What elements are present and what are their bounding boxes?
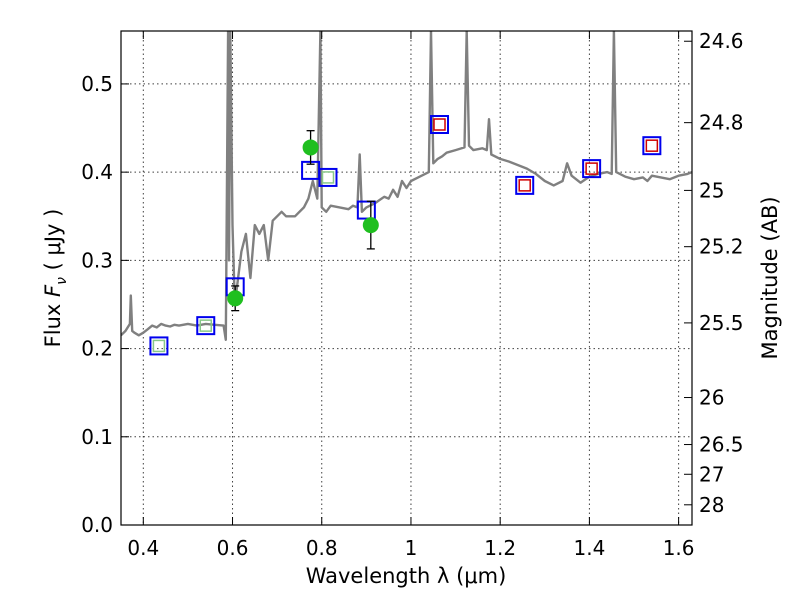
y2-tick-label: 26 bbox=[699, 386, 724, 410]
plot-frame bbox=[120, 30, 693, 526]
filter-marker-square bbox=[152, 339, 166, 353]
y-tick-label: 0.5 bbox=[81, 72, 113, 96]
model-photometry-square bbox=[430, 115, 450, 135]
x-tick-label: 1.6 bbox=[663, 536, 695, 560]
y-tick-label: 0.2 bbox=[81, 337, 113, 361]
filter-marker-square bbox=[645, 139, 659, 152]
y2-tick-label: 25.2 bbox=[699, 235, 744, 259]
y2-tick-label: 25 bbox=[699, 178, 724, 202]
y2-tick-label: 25.5 bbox=[699, 311, 744, 335]
y-axis-label: Flux Fν ( μJy ) bbox=[41, 209, 70, 348]
x-tick-label: 0.4 bbox=[127, 536, 159, 560]
y-tick-label: 0.3 bbox=[81, 248, 113, 272]
model-photometry-square bbox=[582, 159, 602, 179]
y2-axis-label: Magnitude (AB) bbox=[758, 196, 782, 359]
x-tick-label: 0.8 bbox=[306, 536, 338, 560]
x-tick-label: 1.4 bbox=[573, 536, 605, 560]
y-axis-label-subscript: ν bbox=[54, 277, 70, 285]
model-photometry-square bbox=[515, 175, 535, 195]
y-axis-label-suffix: ( μJy ) bbox=[41, 209, 65, 277]
model-spectrum bbox=[121, 31, 692, 341]
x-axis-label: Wavelength λ (μm) bbox=[306, 564, 507, 588]
model-photometry-square bbox=[196, 316, 216, 336]
photometry-points bbox=[149, 115, 662, 356]
y-tick-label: 0.0 bbox=[81, 513, 113, 537]
spectrum-line bbox=[121, 31, 692, 341]
filter-marker-square bbox=[585, 162, 598, 175]
model-photometry-square bbox=[642, 136, 662, 156]
x-tick-label: 1.2 bbox=[484, 536, 516, 560]
filter-marker-square bbox=[433, 118, 446, 131]
model-photometry-square bbox=[318, 167, 338, 187]
observed-point bbox=[362, 217, 379, 234]
filter-marker-square bbox=[199, 319, 213, 332]
observed-point bbox=[302, 139, 319, 156]
y2-tick-label: 26.5 bbox=[699, 433, 744, 457]
x-tick-label: 1 bbox=[405, 536, 418, 560]
y2-tick-label: 27 bbox=[699, 462, 724, 486]
y-tick-label: 0.1 bbox=[81, 425, 113, 449]
y2-tick-label: 28 bbox=[699, 493, 724, 517]
y-tick-label: 0.4 bbox=[81, 160, 113, 184]
filter-marker-square bbox=[321, 171, 335, 184]
x-tick-label: 0.6 bbox=[217, 536, 249, 560]
y2-tick-label: 24.8 bbox=[699, 111, 744, 135]
axis-ticks: 0.4 0.6 0.8 1 1.2 1.4 1.6 0.0 0.1 0.2 0.3 0.4 0.5 24.… bbox=[81, 29, 743, 560]
grid bbox=[121, 31, 692, 526]
y2-tick-label: 24.6 bbox=[699, 29, 744, 53]
y-axis-label-prefix: Flux bbox=[41, 297, 65, 347]
model-photometry-square bbox=[149, 336, 169, 356]
observed-point bbox=[227, 290, 244, 307]
y-axis-label-symbol: F bbox=[41, 284, 65, 297]
filter-marker-square bbox=[518, 179, 531, 192]
